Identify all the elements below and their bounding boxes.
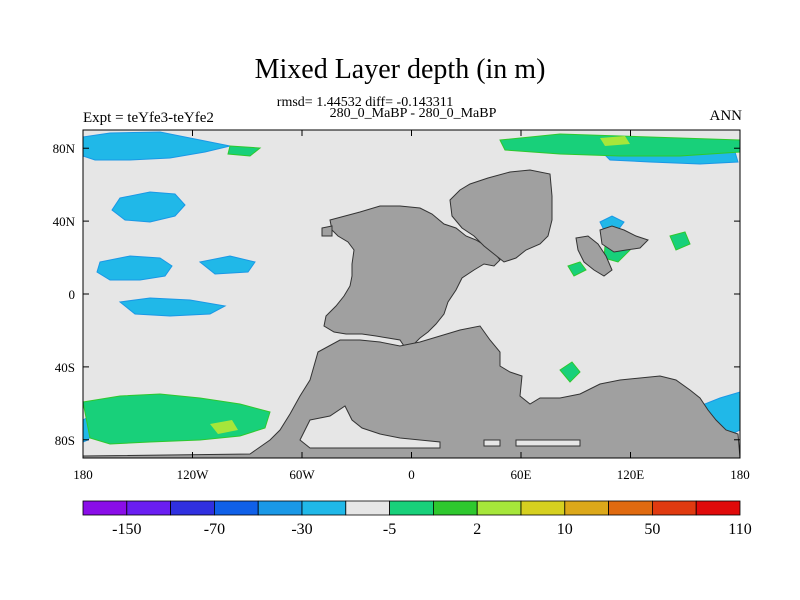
land-small-1: [321, 225, 333, 237]
yellow-anomaly-patches: [210, 136, 630, 434]
colorbar-swatch: [170, 500, 215, 516]
colorbar-swatch: [564, 500, 609, 516]
patch-arctic-yellow: [600, 136, 630, 146]
patch-arctic-west-green: [227, 145, 262, 157]
colorbar-label: -150: [112, 521, 141, 538]
y-tick-label: 0: [69, 287, 76, 302]
subtitle-periods: 280_0_MaBP - 280_0_MaBP: [329, 106, 497, 121]
colorbar-label: -5: [383, 521, 396, 538]
x-tick-label: 180: [730, 467, 750, 482]
patch-pacific-west-green: [669, 231, 691, 251]
colorbar-swatch: [608, 500, 653, 516]
colorbar-label: 2: [473, 521, 481, 538]
y-tick-label: 40N: [53, 214, 76, 229]
colorbar-swatch: [345, 500, 390, 516]
x-tick-label: 120W: [177, 467, 210, 482]
colorbar-swatch: [126, 500, 172, 516]
x-tick-label: 60E: [511, 467, 532, 482]
chart-title: Mixed Layer depth (in m): [254, 54, 546, 85]
colorbar-swatch: [389, 500, 434, 516]
cutout-south-3: [483, 439, 501, 447]
patch-southern-atlantic-green: [559, 361, 581, 383]
land-americas-africa: [323, 205, 501, 347]
colorbar-swatch: [82, 500, 128, 516]
colorbar-swatch: [520, 500, 566, 516]
colorbar-swatch: [213, 500, 259, 516]
x-axis: 180 120W 60W 0 60E 120E 180: [73, 130, 750, 482]
cutout-south-2: [515, 439, 581, 447]
patch-indian-green: [567, 261, 587, 277]
land-east-strip: [575, 235, 613, 277]
colorbar-swatch: [432, 500, 478, 516]
x-tick-label: 60W: [289, 467, 315, 482]
colorbar: -150 -70 -30 -5 2 10 50 110: [82, 500, 752, 538]
y-axis: 80N 40N 0 40S 80S: [53, 141, 740, 448]
experiment-label: Expt = teYfe3-teYfe2: [83, 110, 214, 126]
patch-pacific-east: [198, 255, 256, 275]
colorbar-swatch: [476, 500, 522, 516]
x-tick-label: 120E: [617, 467, 645, 482]
y-tick-label: 80S: [55, 433, 75, 448]
land-north-continent: [449, 169, 553, 263]
land-south-continent: [82, 325, 741, 459]
season-label: ANN: [709, 108, 743, 124]
colorbar-label: -30: [291, 521, 312, 538]
colorbar-label: -70: [204, 521, 225, 538]
map-panel: [82, 129, 741, 459]
y-tick-label: 40S: [55, 360, 75, 375]
colorbar-label: 50: [644, 521, 660, 538]
colorbar-swatch: [257, 500, 303, 516]
colorbar-swatch: [652, 500, 697, 516]
land-masses: [82, 169, 741, 459]
colorbar-label: 110: [728, 521, 751, 538]
patch-tropical-pacific-north: [96, 255, 173, 281]
x-tick-label: 0: [408, 467, 415, 482]
colorbar-swatch: [301, 500, 347, 516]
patch-arctic-west: [82, 131, 231, 161]
colorbar-label: 10: [557, 521, 573, 538]
cutout-south-1: [299, 405, 441, 449]
colorbar-swatch: [695, 500, 741, 516]
land-cutouts: [299, 405, 581, 449]
subtitle-stats: rmsd= 1.44532 diff= -0.143311: [276, 95, 454, 110]
patch-north-pacific: [111, 191, 186, 223]
x-tick-label: 180: [73, 467, 93, 482]
land-east-island: [599, 225, 649, 253]
y-tick-label: 80N: [53, 141, 76, 156]
patch-southern-yellow: [210, 420, 238, 434]
patch-tropical-pacific-south: [118, 297, 227, 317]
